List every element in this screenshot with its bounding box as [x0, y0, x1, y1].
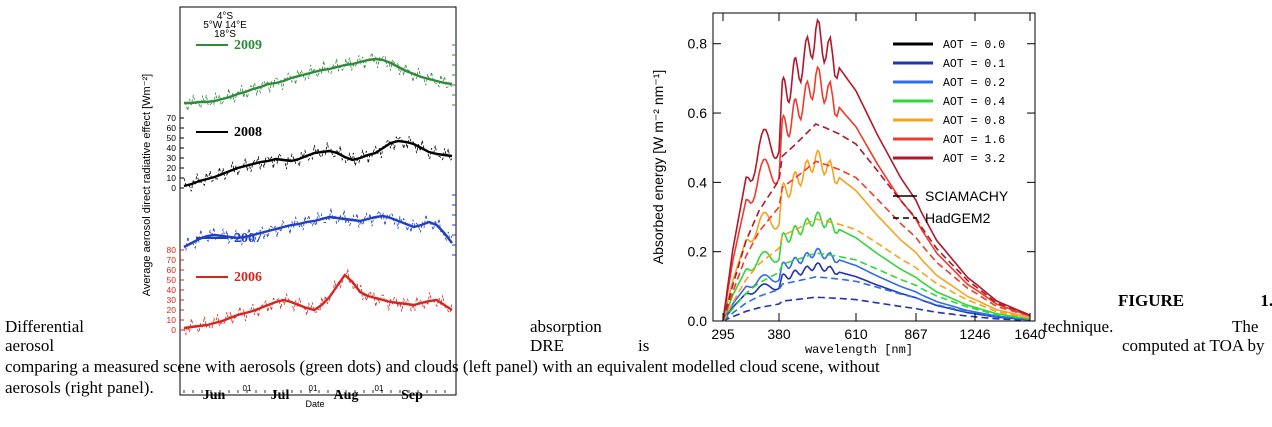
y-tick-label: 0.8: [688, 36, 708, 52]
x-tick-label: 295: [711, 326, 735, 342]
series-2008-label: 2008: [234, 125, 262, 140]
right-axes: 0.0 0.2 0.4 0.6 0.8 295 380 610 867 1246 1640: [688, 13, 1045, 342]
mid-month-label: 01: [375, 384, 384, 393]
left-tick-label: 30: [167, 153, 177, 163]
location-lat-south: 18°S: [214, 29, 236, 40]
legend-label-hadgem2: HadGEM2: [925, 210, 991, 226]
right-curves-layer: [722, 17, 1031, 322]
mid-month-label: 01: [243, 384, 252, 393]
series-2007-daily-line: [183, 208, 453, 251]
x-tick-label: 380: [767, 326, 791, 342]
absorbed-energy-spectrum-chart: Absorbed energy [W m⁻² nm⁻¹] 0.00.20.40.…: [650, 12, 1045, 357]
series-2009-mean-line: [184, 57, 453, 105]
left-tick-label: 0: [171, 183, 176, 193]
y-tick-label: 0.2: [688, 244, 708, 260]
left-tick-label: 70: [167, 255, 177, 265]
mid-month-label: 01: [309, 384, 318, 393]
series-2009-label: 2009: [234, 38, 262, 53]
y-tick-label: 0.6: [688, 105, 708, 121]
y-tick-label: 0.4: [688, 174, 708, 190]
location-lat-north: 4°S: [217, 11, 234, 22]
left-tick-label: 20: [167, 163, 177, 173]
legend-label-aot: AOT = 0.8: [943, 115, 1005, 128]
curve-hadgem2-aot-0.8: [722, 218, 1031, 322]
left-ticks-layer: 6050403020100706050403020100605040302010…: [167, 44, 456, 335]
caption-line-4: aerosols (right panel).: [5, 378, 154, 397]
caption-line-3: comparing a measured scene with aerosols…: [5, 357, 880, 376]
left-tick-label: 50: [167, 133, 177, 143]
caption-label: FIGURE 1.: [1118, 291, 1272, 310]
legend-label-aot: AOT = 3.2: [943, 153, 1005, 166]
caption-word-technique: technique.: [1043, 317, 1114, 336]
month-label-jul: Jul: [271, 388, 290, 403]
legend-label-sciamachy: SCIAMACHY: [925, 188, 1009, 204]
curve-hadgem2-aot-0.4: [722, 252, 1031, 322]
month-label-sep: Sep: [401, 388, 423, 403]
right-legend: AOT = 0.0 AOT = 0.1 AOT = 0.2 AOT = 0.4 AOT …: [893, 39, 1009, 226]
caption-phrase-computed: computed at TOA by: [1122, 336, 1265, 355]
caption-word-differential: Differential: [5, 317, 84, 336]
curve-sciamachy-aot-0.4: [722, 211, 1031, 322]
curve-sciamachy-aot-1.6: [722, 65, 1031, 322]
location-lon: 5°W 14°E: [203, 20, 247, 31]
series-2006-label: 2006: [234, 270, 262, 285]
right-x-axis-label: wavelength [nm]: [805, 343, 913, 357]
left-tick-label: 40: [167, 143, 177, 153]
series-2007-label: 2007: [234, 231, 262, 246]
curve-hadgem2-aot-0.1: [722, 296, 1031, 322]
right-y-axis-label: Absorbed energy [W m⁻² nm⁻¹]: [650, 70, 666, 265]
caption-word-is: is: [638, 336, 650, 355]
x-tick-label: 1246: [959, 326, 990, 342]
left-series-layer: 2009 2008 2007 2006: [183, 38, 453, 336]
x-tick-label: 1640: [1014, 326, 1045, 342]
series-2008-mean-line: [183, 139, 453, 188]
legend-label-aot: AOT = 0.4: [943, 96, 1005, 109]
month-label-jun: Jun: [203, 388, 226, 403]
curve-hadgem2-aot-3.2: [722, 123, 1031, 322]
left-tick-label: 60: [167, 123, 177, 133]
series-2006-mean-line: [183, 273, 453, 330]
caption-word-the: The: [1232, 317, 1259, 336]
series-2007-mean-line: [183, 214, 453, 249]
left-x-axis-label: Date: [305, 399, 324, 409]
left-tick-label: 70: [167, 113, 177, 123]
x-tick-label: 610: [844, 326, 868, 342]
left-plot-frame: [179, 6, 457, 396]
left-tick-label: 60: [167, 265, 177, 275]
curve-sciamachy-aot-0.2: [722, 247, 1031, 322]
series-2006-daily-line: [183, 269, 453, 336]
curve-hadgem2-aot-0.2: [722, 275, 1031, 322]
left-y-axis-label: Average aerosol direct radiative effect …: [141, 74, 153, 296]
caption-word-dre: DRE: [530, 336, 564, 355]
caption-word-absorption: absorption: [530, 317, 602, 336]
left-tick-label: 50: [167, 275, 177, 285]
caption-word-aerosol: aerosol: [5, 336, 55, 355]
month-label-aug: Aug: [334, 388, 359, 403]
series-2009-daily-line: [183, 51, 453, 111]
y-tick-label: 0.0: [688, 313, 708, 329]
curve-sciamachy-aot-0.1: [722, 262, 1031, 322]
left-tick-label: 10: [167, 315, 177, 325]
left-tick-label: 80: [167, 245, 177, 255]
legend-label-aot: AOT = 0.0: [943, 39, 1005, 52]
left-tick-label: 0: [171, 325, 176, 335]
right-plot-frame: [712, 12, 1036, 322]
left-tick-label: 30: [167, 295, 177, 305]
left-tick-label: 10: [167, 173, 177, 183]
left-tick-label: 20: [167, 305, 177, 315]
left-x-axis: Jun Jul Aug Sep 01 01 01: [183, 384, 446, 403]
left-tick-label: 40: [167, 285, 177, 295]
x-tick-label: 867: [904, 326, 928, 342]
legend-label-aot: AOT = 0.2: [943, 77, 1005, 90]
legend-label-aot: AOT = 0.1: [943, 58, 1005, 71]
curve-hadgem2-aot-1.6: [722, 160, 1031, 322]
curve-sciamachy-aot-0.8: [722, 149, 1031, 322]
legend-label-aot: AOT = 1.6: [943, 134, 1005, 147]
curve-sciamachy-aot-3.2: [722, 17, 1031, 322]
left-time-series-chart: Average aerosol direct radiative effect …: [141, 6, 457, 409]
